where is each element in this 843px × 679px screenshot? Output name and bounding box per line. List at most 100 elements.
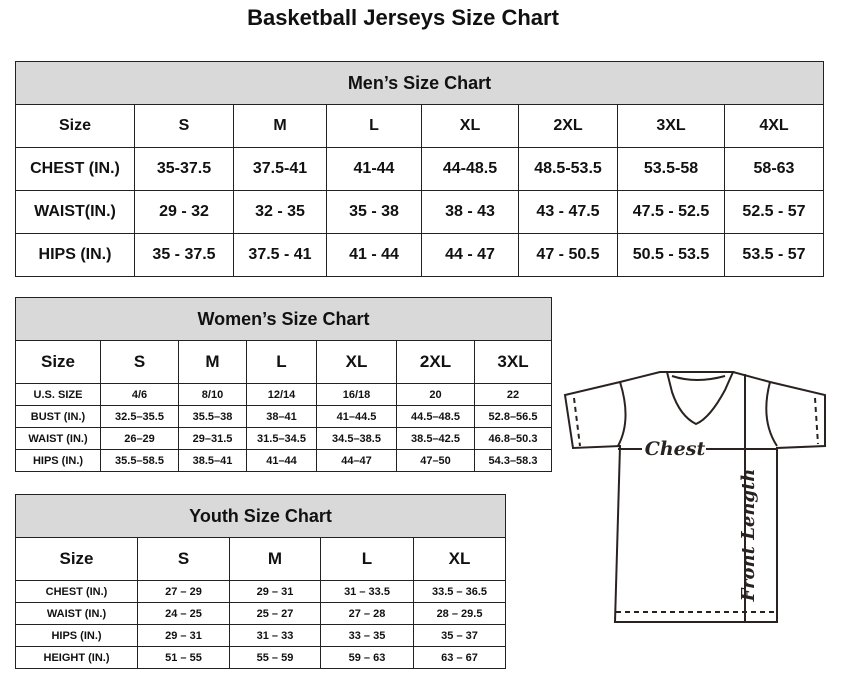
value-cell: 35 - 37.5 — [134, 233, 234, 277]
table-row: HIPS (IN.) 35 - 37.5 37.5 - 41 41 - 44 44 - … — [15, 233, 824, 277]
men-header-cell: S — [134, 104, 234, 148]
value-cell: 29 – 31 — [137, 624, 230, 647]
row-label: HIPS (IN.) — [15, 233, 135, 277]
womens-size-table: Women’s Size Chart Size S M L XL 2XL 3XL U.S. SI… — [14, 297, 553, 472]
table-row: CHEST (IN.) 27 – 29 29 – 31 31 – 33.5 33.5 –… — [15, 580, 507, 603]
table-row: HIPS (IN.) 35.5–58.5 38.5–41 41–44 44–47 47–5… — [15, 449, 553, 472]
row-label: CHEST (IN.) — [15, 147, 135, 191]
value-cell: 35.5–38 — [178, 405, 247, 428]
women-header-cell: Size — [15, 340, 101, 384]
men-header-cell: 3XL — [617, 104, 725, 148]
value-cell: 24 – 25 — [137, 602, 230, 625]
value-cell: 50.5 - 53.5 — [617, 233, 725, 277]
value-cell: 25 – 27 — [229, 602, 321, 625]
table-row: WAIST(IN.) 29 - 32 32 - 35 35 - 38 38 - 43 43… — [15, 190, 824, 234]
table-row: U.S. SIZE 4/6 8/10 12/14 16/18 20 22 — [15, 383, 553, 406]
women-header-cell: XL — [316, 340, 397, 384]
youth-header-cell: S — [137, 537, 230, 581]
value-cell: 43 - 47.5 — [518, 190, 618, 234]
youth-table-title: Youth Size Chart — [14, 494, 507, 538]
women-header-cell: S — [100, 340, 179, 384]
value-cell: 32.5–35.5 — [100, 405, 179, 428]
collar — [665, 371, 735, 426]
value-cell: 16/18 — [316, 383, 397, 406]
sleeve-seams — [617, 381, 778, 447]
value-cell: 31 – 33.5 — [320, 580, 414, 603]
mens-size-table: Men’s Size Chart Size S M L XL 2XL 3XL 4XL CHEST … — [15, 61, 824, 277]
row-label: BUST (IN.) — [15, 405, 101, 428]
value-cell: 35 – 37 — [412, 624, 507, 647]
table-row: HIPS (IN.) 29 – 31 31 – 33 33 – 35 35 – 37 — [15, 624, 507, 647]
women-header-cell: L — [246, 340, 317, 384]
men-table-title: Men’s Size Chart — [15, 61, 824, 105]
hem-stitching — [573, 397, 819, 613]
value-cell: 51 – 55 — [137, 646, 230, 669]
value-cell: 41–44 — [246, 449, 317, 472]
women-header-cell: 3XL — [473, 340, 553, 384]
value-cell: 33 – 35 — [320, 624, 414, 647]
value-cell: 44.5–48.5 — [396, 405, 475, 428]
value-cell: 31.5–34.5 — [246, 427, 317, 450]
value-cell: 35.5–58.5 — [100, 449, 179, 472]
value-cell: 63 – 67 — [412, 646, 507, 669]
men-header-cell: XL — [421, 104, 519, 148]
value-cell: 33.5 – 36.5 — [412, 580, 507, 603]
value-cell: 48.5-53.5 — [518, 147, 618, 191]
value-cell: 47 - 50.5 — [518, 233, 618, 277]
value-cell: 58-63 — [724, 147, 824, 191]
value-cell: 22 — [473, 383, 553, 406]
row-label: HIPS (IN.) — [15, 624, 138, 647]
value-cell: 8/10 — [178, 383, 247, 406]
men-header-cell: Size — [15, 104, 135, 148]
value-cell: 44-48.5 — [421, 147, 519, 191]
value-cell: 41–44.5 — [316, 405, 397, 428]
value-cell: 35 - 38 — [326, 190, 422, 234]
value-cell: 38.5–42.5 — [396, 427, 475, 450]
value-cell: 27 – 29 — [137, 580, 230, 603]
men-header-cell: 2XL — [518, 104, 618, 148]
youth-header-cell: L — [320, 537, 414, 581]
youth-header-cell: XL — [412, 537, 507, 581]
value-cell: 55 – 59 — [229, 646, 321, 669]
row-label: CHEST (IN.) — [15, 580, 138, 603]
page-title: Basketball Jerseys Size Chart — [247, 5, 559, 30]
value-cell: 4/6 — [100, 383, 179, 406]
value-cell: 54.3–58.3 — [473, 449, 553, 472]
table-row: BUST (IN.) 32.5–35.5 35.5–38 38–41 41–44.5 44… — [15, 405, 553, 428]
value-cell: 29 - 32 — [134, 190, 234, 234]
value-cell: 46.8–50.3 — [473, 427, 553, 450]
value-cell: 38–41 — [246, 405, 317, 428]
jersey-diagram: Chest Front Length — [563, 371, 826, 623]
collar-inner — [671, 375, 726, 381]
value-cell: 12/14 — [246, 383, 317, 406]
row-label: HIPS (IN.) — [15, 449, 101, 472]
chest-label: Chest — [645, 438, 706, 460]
youth-header-cell: M — [229, 537, 321, 581]
row-label: WAIST(IN.) — [15, 190, 135, 234]
value-cell: 32 - 35 — [233, 190, 327, 234]
value-cell: 52.5 - 57 — [724, 190, 824, 234]
table-row: CHEST (IN.) 35-37.5 37.5-41 41-44 44-48.5 48.… — [15, 147, 824, 191]
value-cell: 41-44 — [326, 147, 422, 191]
value-cell: 37.5 - 41 — [233, 233, 327, 277]
row-label: WAIST (IN.) — [15, 602, 138, 625]
value-cell: 31 – 33 — [229, 624, 321, 647]
row-label: U.S. SIZE — [15, 383, 101, 406]
youth-size-table: Youth Size Chart Size S M L XL CHEST (IN.) 27 –… — [14, 494, 507, 669]
value-cell: 38 - 43 — [421, 190, 519, 234]
value-cell: 47.5 - 52.5 — [617, 190, 725, 234]
value-cell: 53.5-58 — [617, 147, 725, 191]
value-cell: 44–47 — [316, 449, 397, 472]
men-header-cell: M — [233, 104, 327, 148]
table-row: HEIGHT (IN.) 51 – 55 55 – 59 59 – 63 63 – 67 — [15, 646, 507, 669]
men-header-cell: 4XL — [724, 104, 824, 148]
shirt-outline — [563, 371, 826, 623]
youth-header-cell: Size — [15, 537, 138, 581]
value-cell: 26–29 — [100, 427, 179, 450]
value-cell: 52.8–56.5 — [473, 405, 553, 428]
front-length-label: Front Length — [738, 469, 759, 603]
value-cell: 38.5–41 — [178, 449, 247, 472]
table-row: WAIST (IN.) 24 – 25 25 – 27 27 – 28 28 – 29.… — [15, 602, 507, 625]
value-cell: 35-37.5 — [134, 147, 234, 191]
table-row: WAIST (IN.) 26–29 29–31.5 31.5–34.5 34.5–38.… — [15, 427, 553, 450]
